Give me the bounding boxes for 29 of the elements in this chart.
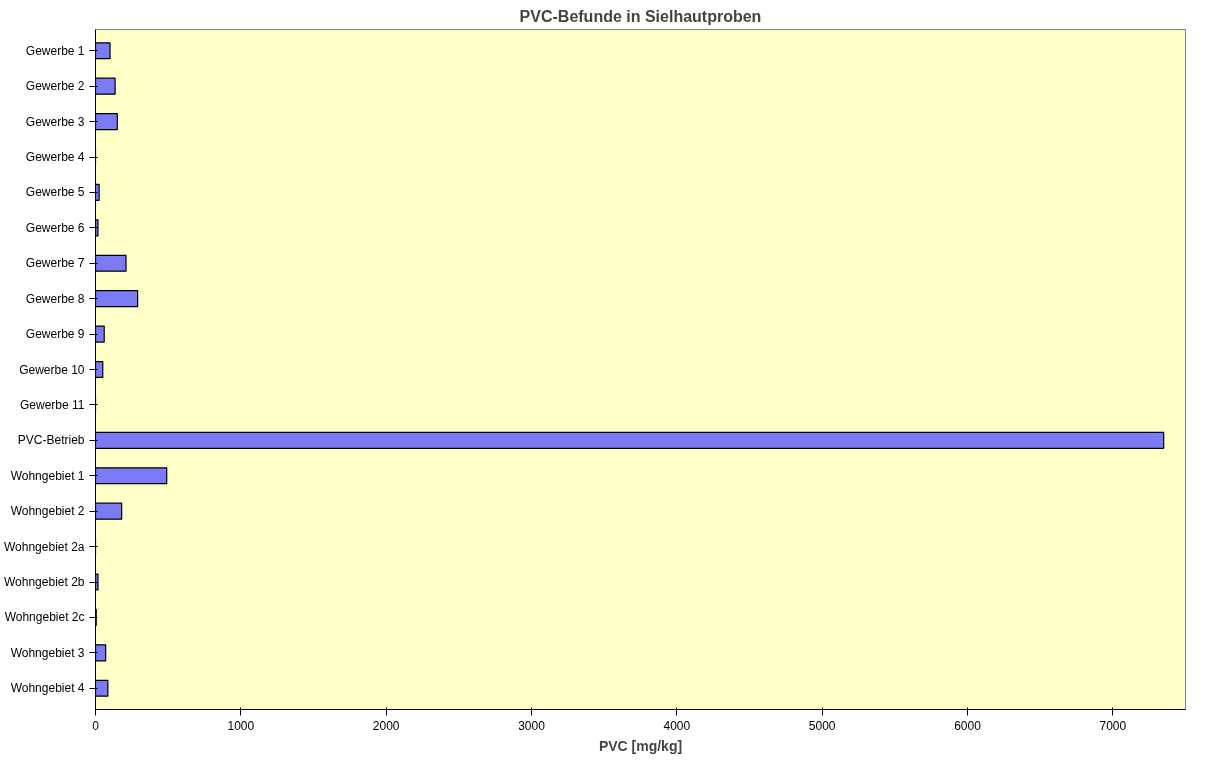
y-tick-label: Gewerbe 3 — [25, 114, 85, 129]
x-tick-label: 1000 — [227, 718, 255, 733]
x-tick-label: 4000 — [663, 718, 691, 733]
y-tick-label: Wohngebiet 1 — [10, 468, 85, 483]
x-tick-label: 0 — [92, 718, 100, 733]
y-tick-label: Gewerbe 9 — [25, 327, 85, 342]
x-tick-label: 3000 — [518, 718, 546, 733]
y-tick-label: Gewerbe 2 — [25, 79, 85, 94]
y-tick-label: Gewerbe 8 — [25, 291, 85, 306]
y-tick-label: Wohngebiet 2b — [3, 575, 85, 589]
y-tick-label: Gewerbe 4 — [25, 150, 85, 164]
y-tick-label: Wohngebiet 3 — [10, 645, 85, 660]
x-tick-label: 5000 — [808, 718, 836, 733]
y-tick-label: Wohngebiet 2a — [3, 539, 85, 554]
chart-title: PVC-Befunde in Sielhautproben — [519, 7, 762, 25]
x-tick-label: 2000 — [372, 718, 400, 733]
y-tick-label: Gewerbe 10 — [19, 362, 85, 377]
x-axis-title: PVC [mg/kg] — [598, 737, 683, 754]
y-tick-label: Gewerbe 7 — [25, 256, 85, 271]
y-tick-label: PVC-Betrieb — [17, 433, 85, 448]
y-tick-label: Wohngebiet 2c — [4, 610, 85, 625]
x-tick-label: 6000 — [954, 718, 982, 733]
y-tick-label: Wohngebiet 2 — [10, 504, 85, 519]
x-tick-label: 7000 — [1099, 718, 1127, 733]
y-tick-label: Gewerbe 5 — [25, 185, 85, 200]
y-tick-label: Gewerbe 1 — [25, 43, 85, 58]
y-tick-label: Wohngebiet 4 — [10, 681, 85, 696]
y-tick-label: Gewerbe 6 — [25, 220, 85, 235]
y-tick-label: Gewerbe 11 — [20, 397, 85, 412]
